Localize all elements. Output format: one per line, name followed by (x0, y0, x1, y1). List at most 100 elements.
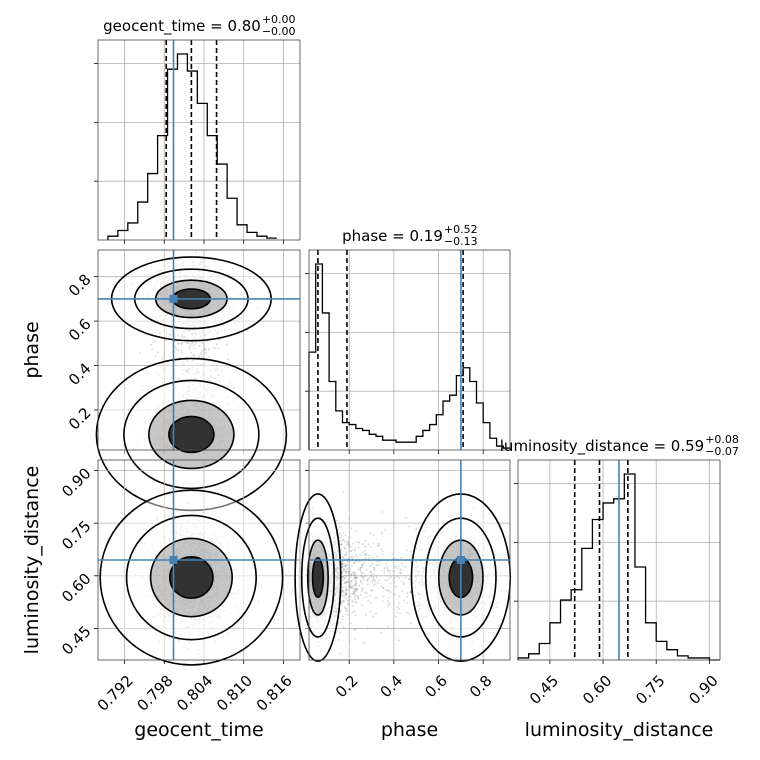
sample-point (230, 306, 232, 309)
sample-point (241, 305, 244, 308)
hist-step-luminosity_distance (517, 473, 720, 661)
sample-point (161, 276, 163, 279)
scatter-panels (94, 249, 512, 666)
sample-point (185, 341, 188, 344)
sample-point (220, 310, 223, 313)
sample-point (156, 392, 158, 394)
sample-point (201, 356, 204, 358)
sample-point (188, 322, 191, 325)
hist-panel-geocent_time (94, 39, 301, 244)
sample-point (199, 276, 202, 279)
sample-point (201, 261, 203, 263)
scatter-panel-geocent_time-vs-phase (94, 249, 301, 512)
sample-point (208, 279, 211, 282)
sample-point (195, 387, 198, 390)
sample-point (234, 435, 237, 438)
sample-point (200, 261, 203, 264)
sample-point (152, 313, 154, 316)
sample-point (177, 342, 180, 345)
sample-point (175, 276, 178, 279)
hist-step-phase (308, 263, 510, 450)
sample-point (179, 319, 182, 322)
sample-point (158, 275, 161, 278)
sample-point (180, 341, 183, 344)
sample-point (210, 395, 213, 397)
sample-point (182, 384, 185, 387)
sample-point (205, 265, 208, 268)
sample-point (209, 271, 212, 274)
sample-point (180, 343, 183, 345)
sample-point (146, 371, 149, 374)
sample-point (219, 330, 222, 333)
sample-point (192, 391, 195, 394)
sample-point (237, 425, 240, 428)
sample-point (152, 285, 155, 288)
sample-point (187, 385, 190, 388)
sample-point (174, 346, 177, 349)
sample-point (227, 358, 229, 361)
sample-point (189, 396, 192, 399)
sample-point (184, 276, 187, 278)
sample-point (201, 342, 204, 344)
sample-point (180, 277, 183, 279)
sample-point (189, 382, 191, 385)
sample-point (219, 277, 222, 279)
sample-point (148, 408, 151, 411)
sample-point (213, 329, 216, 332)
sample-point (202, 318, 205, 321)
sample-point (190, 320, 192, 323)
sample-point (151, 348, 153, 351)
sample-point (204, 396, 206, 399)
sample-point (193, 381, 195, 384)
sample-point (192, 347, 195, 350)
sample-point (161, 357, 164, 360)
sample-point (188, 343, 191, 345)
sample-point (229, 382, 232, 385)
sample-point (237, 317, 240, 320)
sample-point (162, 264, 165, 267)
sample-point (197, 319, 200, 322)
sample-point (194, 332, 197, 334)
sample-point (184, 275, 187, 278)
sample-point (197, 325, 200, 328)
sample-point (167, 277, 170, 280)
sample-point (175, 388, 178, 391)
sample-point (207, 348, 210, 351)
sample-point (202, 373, 204, 376)
sample-point (190, 324, 193, 327)
sample-point (153, 410, 156, 412)
sample-point (180, 349, 183, 352)
sample-point (163, 367, 166, 370)
sample-point (201, 277, 204, 280)
sample-point (216, 367, 219, 370)
sample-point (154, 354, 157, 357)
sample-point (138, 403, 141, 406)
sample-point (153, 273, 155, 276)
sample-point (177, 349, 180, 352)
sample-point (197, 372, 200, 375)
sample-point (162, 390, 164, 393)
sample-point (171, 365, 173, 368)
sample-point (146, 273, 149, 276)
sample-point (200, 375, 202, 378)
sample-point (197, 275, 200, 278)
sample-point (181, 335, 184, 338)
sample-point (212, 347, 215, 349)
sample-point (183, 330, 186, 333)
sample-point (153, 385, 156, 387)
sample-point (184, 321, 187, 324)
sample-point (177, 333, 179, 336)
sample-point (191, 261, 194, 264)
injection-marker (169, 294, 178, 303)
hist-step-geocent_time (107, 53, 277, 240)
sample-point (214, 278, 217, 281)
sample-point (182, 322, 185, 325)
sample-point (184, 322, 187, 325)
sample-point (181, 394, 184, 397)
sample-point (195, 341, 197, 344)
sample-point (237, 300, 240, 303)
sample-point (204, 395, 207, 398)
sample-point (170, 316, 173, 319)
sample-point (205, 319, 208, 322)
sample-point (176, 316, 179, 319)
